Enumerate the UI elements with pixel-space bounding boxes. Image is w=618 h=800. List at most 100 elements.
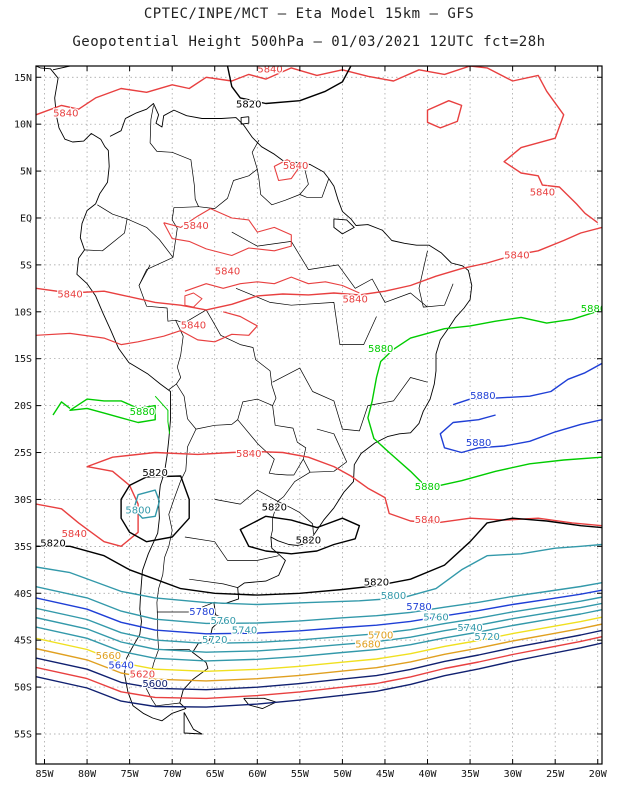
contour-line xyxy=(36,609,602,662)
lat-tick-label: EQ xyxy=(20,213,32,224)
contour-value-label: 5840 xyxy=(342,294,367,305)
lon-tick-label: 55W xyxy=(291,769,310,780)
axis-ticks xyxy=(36,66,602,764)
marajo-island xyxy=(333,218,355,235)
border-line xyxy=(418,250,454,308)
map-title-line-2: Geopotential Height 500hPa – 01/03/2021 … xyxy=(72,34,546,50)
contour-line xyxy=(36,517,602,596)
contour-value-label: 5840 xyxy=(181,321,206,332)
lon-tick-label: 70W xyxy=(163,769,182,780)
contour-value-label: 5820 xyxy=(262,503,287,514)
contour-line xyxy=(184,276,360,294)
contour-value-label: 5820 xyxy=(296,536,321,547)
lon-tick-label: 80W xyxy=(78,769,97,780)
contour-line xyxy=(154,395,171,434)
lon-tick-label: 65W xyxy=(206,769,225,780)
lon-tick-label: 35W xyxy=(461,769,480,780)
lon-tick-label: 45W xyxy=(376,769,395,780)
map-frame xyxy=(35,65,603,765)
border-line xyxy=(270,458,311,538)
border-line xyxy=(176,383,273,430)
border-line xyxy=(149,105,199,207)
lat-tick-label: 15N xyxy=(14,73,32,84)
contour-line xyxy=(36,602,602,653)
contour-line xyxy=(239,515,361,555)
contour-value-label: 5840 xyxy=(504,250,529,261)
contour-value-label: 5880 xyxy=(466,438,491,449)
contour-value-label: 5840 xyxy=(415,515,440,526)
contour-line xyxy=(36,450,602,547)
contour-line xyxy=(36,642,602,708)
contour-line xyxy=(36,66,599,224)
contour-value-label: 5840 xyxy=(530,187,555,198)
lon-tick-label: 50W xyxy=(333,769,352,780)
lat-tick-label: 30S xyxy=(14,495,32,506)
contour-value-label: 5640 xyxy=(108,660,133,671)
falklands xyxy=(243,697,277,710)
border-line xyxy=(138,257,184,390)
lat-tick-label: 10N xyxy=(14,120,32,131)
contour-value-label: 5840 xyxy=(62,529,87,540)
contour-line xyxy=(36,623,602,682)
contour-value-label: 5660 xyxy=(96,651,121,662)
longitude-labels: 85W 80W 75W 70W 65W 60W 55W 50W 45W 40W 35W 30W 25W 2… xyxy=(35,769,607,780)
contour-line xyxy=(439,414,602,454)
lat-tick-label: 35S xyxy=(14,542,32,553)
contour-line xyxy=(133,489,161,519)
lat-tick-label: 10S xyxy=(14,307,32,318)
contour-value-label: 5840 xyxy=(183,221,208,232)
lon-tick-label: 20W xyxy=(589,769,608,780)
contour-line xyxy=(184,292,203,308)
contour-line xyxy=(367,309,602,489)
contour-value-label: 5620 xyxy=(130,670,155,681)
contour-line xyxy=(36,636,602,700)
contour-labels: 5840 5840 5820 5840 5840 5840 5840 5840 5840 5840… xyxy=(39,65,602,691)
contour-value-label: 5740 xyxy=(232,626,257,637)
contour-value-label: 5880 xyxy=(470,391,495,402)
contour-line xyxy=(69,398,156,424)
contour-line xyxy=(36,589,602,635)
contour-value-label: 5780 xyxy=(189,607,214,618)
contour-value-label: 5680 xyxy=(355,640,380,651)
border-line xyxy=(237,405,307,476)
lon-tick-label: 40W xyxy=(418,769,437,780)
contour-value-label: 5760 xyxy=(423,612,448,623)
contour-value-label: 5840 xyxy=(57,290,82,301)
contour-value-label: 5840 xyxy=(283,161,308,172)
lon-tick-label: 75W xyxy=(121,769,140,780)
map-title-line-1: CPTEC/INPE/MCT – Eta Model 15km – GFS xyxy=(143,6,475,22)
contour-value-label: 5840 xyxy=(257,65,282,76)
contour-value-label: 5840 xyxy=(53,109,78,120)
border-line xyxy=(175,309,277,406)
lon-tick-label: 85W xyxy=(35,769,54,780)
contour-value-label: 5760 xyxy=(211,616,236,627)
contour-line xyxy=(36,582,602,625)
border-line xyxy=(143,428,197,707)
border-line xyxy=(214,489,278,505)
contour-line xyxy=(36,596,602,645)
contour-value-label: 5720 xyxy=(202,635,227,646)
contour-line xyxy=(120,475,190,543)
contour-value-label: 5880 xyxy=(130,407,155,418)
border-line xyxy=(184,536,279,561)
trinidad xyxy=(240,116,250,125)
border-line xyxy=(272,367,428,432)
contour-value-label: 5720 xyxy=(474,632,499,643)
contour-value-label: 5840 xyxy=(215,266,240,277)
contour-value-label: 5880 xyxy=(368,344,393,355)
contour-line xyxy=(36,543,602,606)
contour-value-label: 5880 xyxy=(415,482,440,493)
contour-value-label: 5820 xyxy=(364,578,389,589)
contour-value-label: 5780 xyxy=(406,602,431,613)
lat-tick-label: 25S xyxy=(14,448,32,459)
contour-line xyxy=(36,629,602,691)
tierra-del-fuego xyxy=(183,712,203,735)
border-line xyxy=(138,264,151,286)
contour-value-label: 5800 xyxy=(381,591,406,602)
contour-value-label: 5700 xyxy=(368,630,393,641)
south-america-coast xyxy=(36,66,473,722)
lat-tick-label: 5S xyxy=(20,260,32,271)
lat-tick-label: 50S xyxy=(14,683,32,694)
lon-tick-label: 60W xyxy=(248,769,267,780)
contour-line xyxy=(226,66,352,105)
